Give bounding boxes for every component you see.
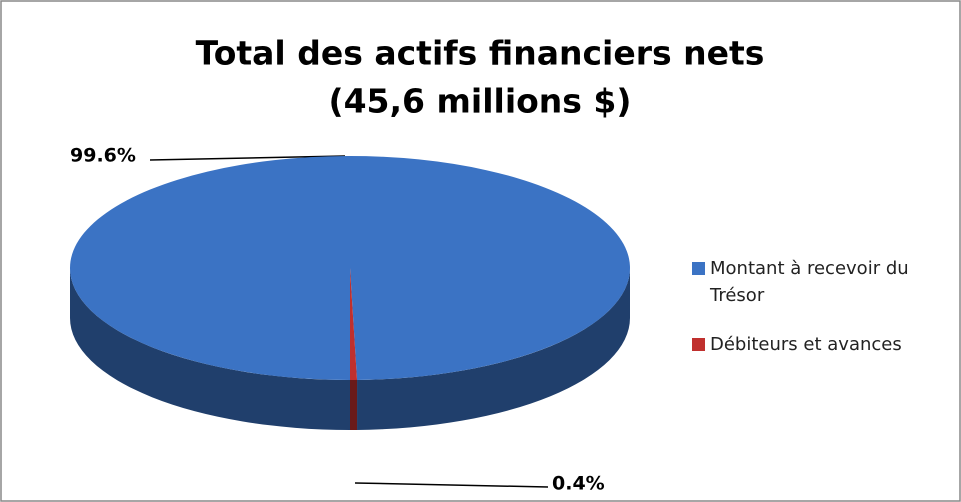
legend-swatch	[692, 338, 705, 351]
chart-subtitle: (45,6 millions $)	[329, 82, 632, 121]
legend-item: Débiteurs et avances	[692, 331, 952, 358]
leader-line	[354, 482, 549, 488]
pie-slice	[69, 156, 630, 380]
pie-slice-side	[357, 268, 630, 430]
legend: Montant à recevoir du Trésor Débiteurs et…	[692, 255, 952, 380]
pie-slice-side	[70, 268, 350, 430]
data-label: 99.6%	[70, 145, 136, 167]
legend-label: Débiteurs et avances	[710, 334, 902, 355]
pie-slice-side	[350, 379, 358, 430]
pie	[69, 156, 630, 430]
data-label: 0.4%	[552, 473, 605, 495]
legend-item: Montant à recevoir du Trésor	[692, 255, 952, 309]
chart-title: Total des actifs financiers nets	[196, 34, 765, 73]
leader-line	[149, 155, 346, 161]
pie-slice	[350, 268, 358, 380]
legend-label: Montant à recevoir du Trésor	[710, 258, 909, 306]
legend-swatch	[692, 262, 705, 275]
